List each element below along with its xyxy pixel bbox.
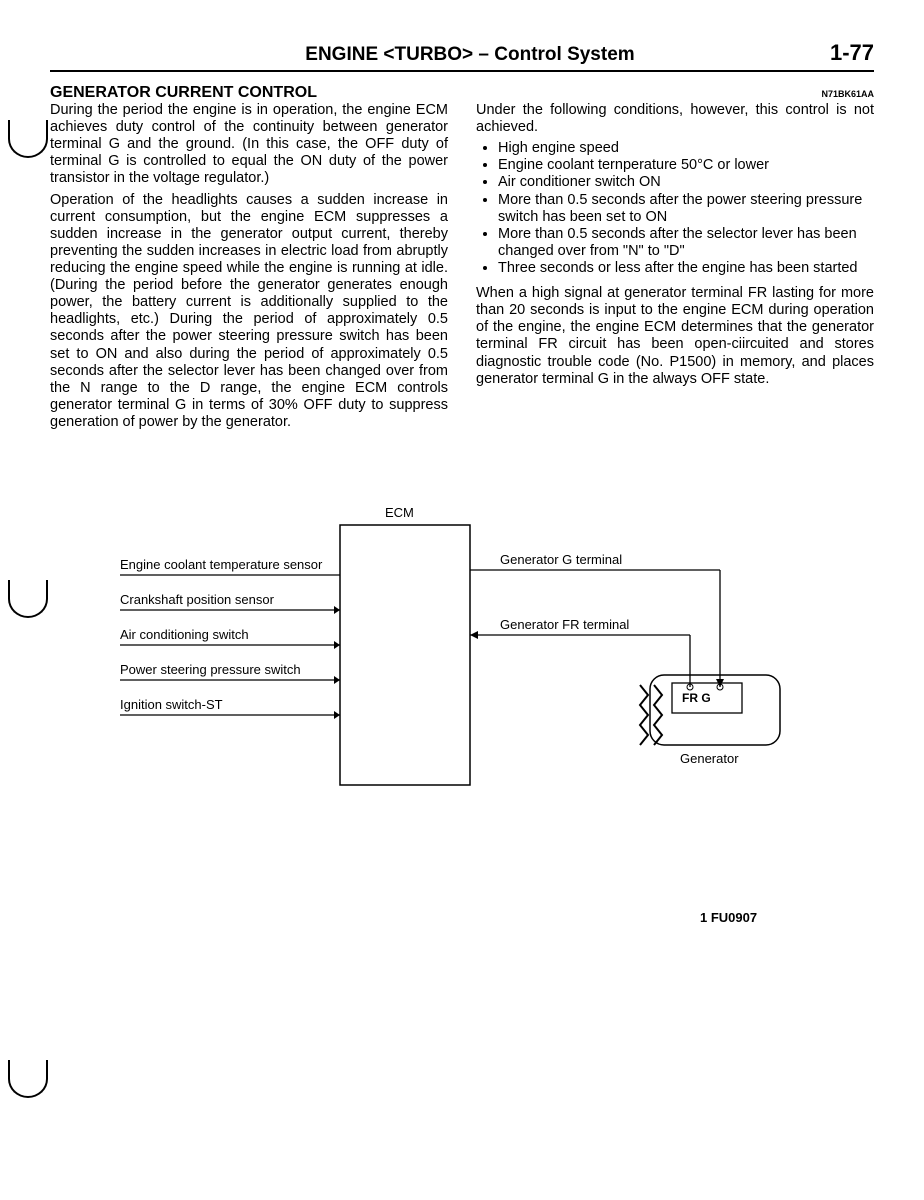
generator-label: Generator bbox=[680, 751, 739, 766]
header-title: ENGINE <TURBO> – Control System bbox=[110, 44, 830, 66]
diagram-input-label: Crankshaft position sensor bbox=[120, 592, 274, 607]
body-columns: During the period the engine is in opera… bbox=[50, 102, 874, 435]
right-intro: Under the following conditions, however,… bbox=[476, 102, 874, 136]
section-code: N71BK61AA bbox=[821, 89, 874, 99]
section-heading-row: GENERATOR CURRENT CONTROL N71BK61AA bbox=[50, 84, 874, 102]
left-paragraph-1: During the period the engine is in opera… bbox=[50, 102, 448, 188]
diagram-input-label: Power steering pressure switch bbox=[120, 662, 301, 677]
diagram-input-label: Engine coolant temperature sensor bbox=[120, 557, 322, 572]
condition-item: More than 0.5 seconds after the selector… bbox=[498, 226, 874, 260]
condition-item: High engine speed bbox=[498, 140, 874, 157]
binder-ring-icon bbox=[8, 1060, 48, 1098]
diagram-input-label: Ignition switch-ST bbox=[120, 697, 223, 712]
diagram-svg bbox=[50, 495, 870, 815]
condition-item: More than 0.5 seconds after the power st… bbox=[498, 192, 874, 226]
page-number: 1-77 bbox=[830, 40, 874, 66]
right-after-paragraph: When a high signal at generator terminal… bbox=[476, 285, 874, 388]
generator-terminals-label: FR G bbox=[682, 691, 711, 705]
g-terminal-label: Generator G terminal bbox=[500, 552, 622, 567]
left-column: During the period the engine is in opera… bbox=[50, 102, 448, 435]
page-header: ENGINE <TURBO> – Control System 1-77 bbox=[50, 40, 874, 72]
ecm-label: ECM bbox=[385, 505, 414, 520]
block-diagram: ECM Engine coolant temperature sensor Cra… bbox=[50, 495, 870, 815]
fr-terminal-label: Generator FR terminal bbox=[500, 617, 629, 632]
condition-item: Three seconds or less after the engine h… bbox=[498, 260, 874, 277]
condition-item: Engine coolant ternperature 50°C or lowe… bbox=[498, 157, 874, 174]
binder-ring-icon bbox=[8, 580, 48, 618]
binder-ring-icon bbox=[8, 120, 48, 158]
right-column: Under the following conditions, however,… bbox=[476, 102, 874, 435]
conditions-list: High engine speedEngine coolant ternpera… bbox=[476, 140, 874, 277]
left-paragraph-2: Operation of the headlights causes a sud… bbox=[50, 192, 448, 432]
diagram-input-label: Air conditioning switch bbox=[120, 627, 249, 642]
figure-id: 1 FU0907 bbox=[700, 910, 757, 925]
condition-item: Air conditioner switch ON bbox=[498, 174, 874, 191]
section-title: GENERATOR CURRENT CONTROL bbox=[50, 84, 317, 102]
